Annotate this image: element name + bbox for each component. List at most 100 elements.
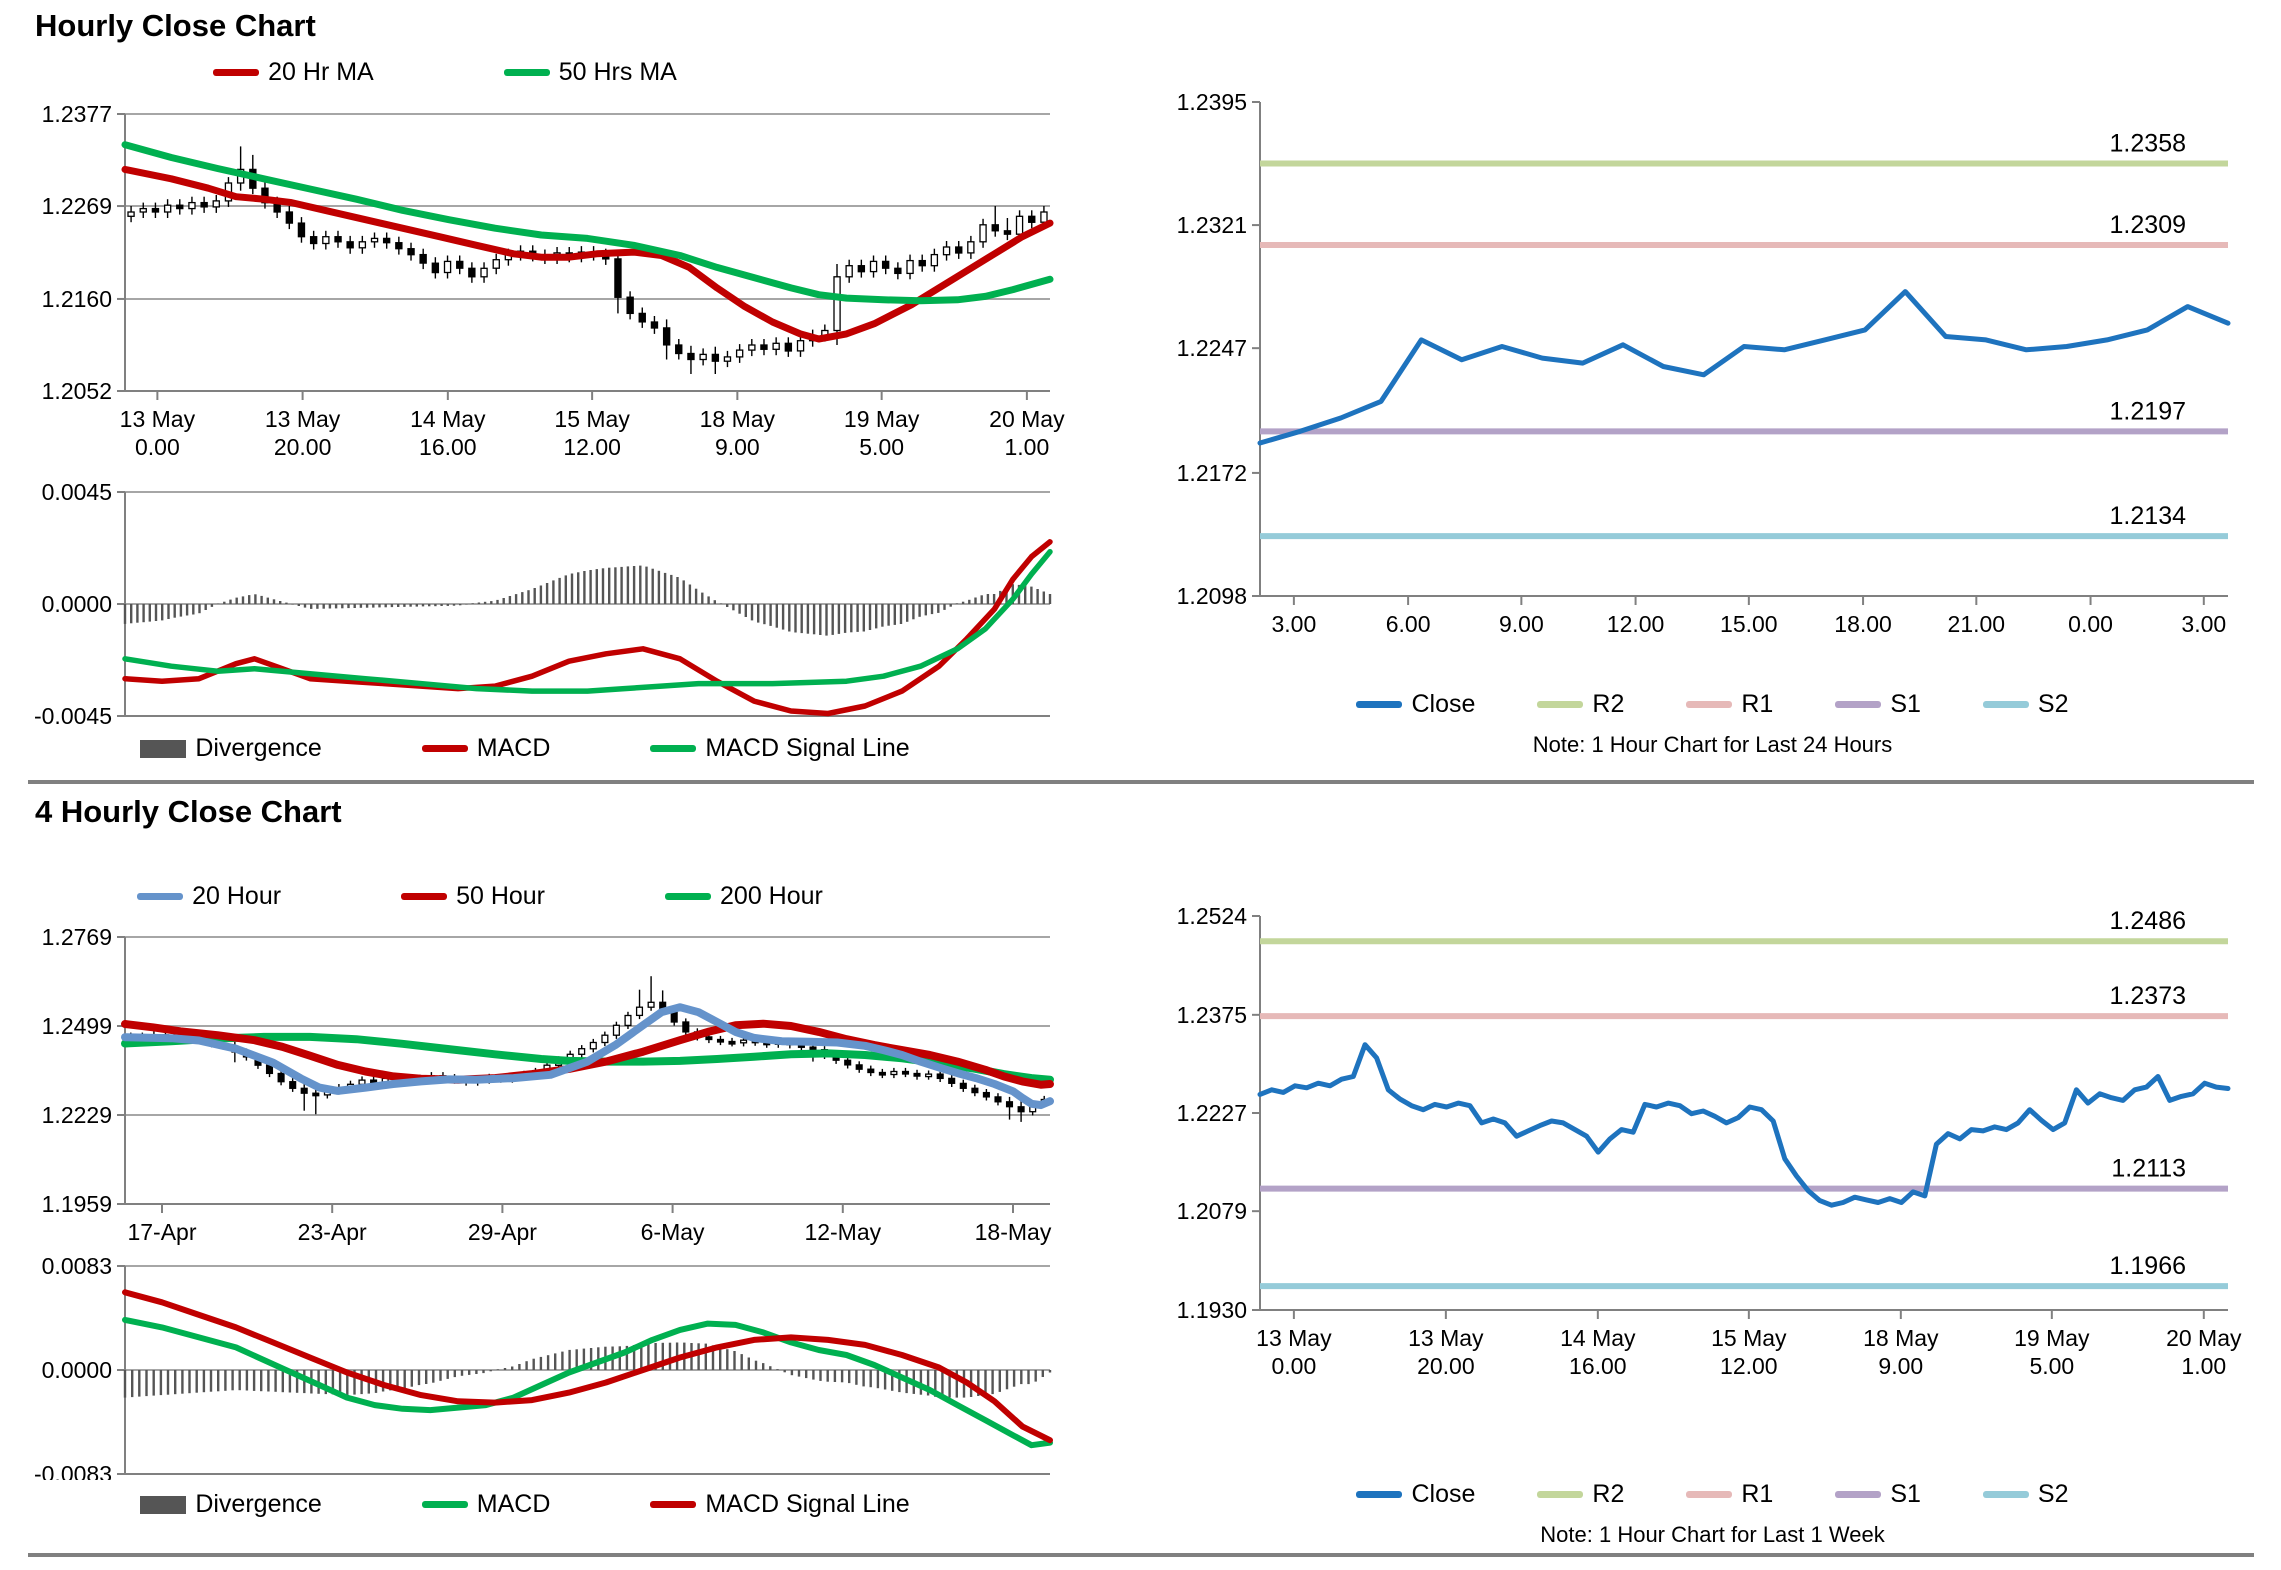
- divergence-histogram: [123, 1342, 1052, 1398]
- bottom-divider: [28, 1553, 2254, 1557]
- x-tick-label: 0.00: [1271, 1353, 1316, 1379]
- series-ma200: [121, 1032, 1054, 1084]
- series-macd: [122, 1316, 1053, 1449]
- four-hourly-macd-legend: Divergence MACD MACD Signal Line: [20, 1490, 1030, 1519]
- legend-label: R1: [1741, 690, 1774, 718]
- signal-swatch-icon: [650, 745, 697, 752]
- series-macd: [122, 539, 1053, 717]
- x-tick-label: 12.00: [1720, 1353, 1778, 1379]
- legend-label: Divergence: [195, 734, 322, 762]
- x-tick-label: 19 May: [844, 406, 920, 432]
- x-tick-label: 21.00: [1948, 611, 2006, 637]
- x-tick-label: 17-Apr: [127, 1219, 196, 1245]
- x-tick-label: 29-Apr: [468, 1219, 537, 1245]
- legend-item-signal: MACD Signal Line: [650, 734, 910, 763]
- s2-swatch-icon: [1982, 701, 2029, 708]
- y-tick-label: 1.2377: [42, 101, 112, 127]
- legend-label: Close: [1411, 690, 1476, 718]
- x-tick-label: 3.00: [2181, 611, 2226, 637]
- level-label-r1: 1.2373: [2110, 982, 2186, 1010]
- x-tick-label: 16.00: [419, 434, 477, 460]
- y-tick-label: 1.2079: [1177, 1198, 1247, 1224]
- series-ma50: [121, 141, 1054, 305]
- series-close: [1257, 1042, 2231, 1208]
- series-close: [1257, 289, 2231, 446]
- legend-label: Close: [1411, 1480, 1476, 1508]
- legend-label: MACD Signal Line: [705, 1490, 910, 1518]
- hourly-macd-chart: 0.0045 0.0000 -0.0045: [34, 479, 1053, 729]
- x-tick-label: 14 May: [1560, 1325, 1636, 1351]
- x-tick-label: 15 May: [1711, 1325, 1787, 1351]
- x-tick-label: 9.00: [715, 434, 760, 460]
- series-signal: [122, 1289, 1053, 1444]
- four-hourly-close-chart: 1.2769 1.2499 1.2229 1.1959 17-Apr 23-Apr 29-A…: [42, 924, 1054, 1245]
- legend-label: Divergence: [195, 1490, 322, 1518]
- level-label-r2: 1.2486: [2110, 907, 2186, 935]
- legend-item-macd: MACD: [421, 1490, 551, 1519]
- x-tick-label: 6-May: [641, 1219, 705, 1245]
- x-tick-label: 20 May: [989, 406, 1065, 432]
- series-ma20: [121, 165, 1054, 343]
- legend-item-ma200: 200 Hour: [665, 882, 823, 911]
- x-tick-label: 9.00: [1878, 1353, 1923, 1379]
- series-signal: [122, 548, 1053, 694]
- legend-item-ma50: 50 Hour: [401, 882, 545, 911]
- legend-label: MACD: [476, 1490, 551, 1518]
- y-tick-label: 0.0045: [42, 479, 112, 505]
- x-tick-label: 19 May: [2014, 1325, 2090, 1351]
- y-tick-label: 1.2052: [42, 378, 112, 404]
- last-1-week-note: Note: 1 Hour Chart for Last 1 Week: [1540, 1522, 1885, 1547]
- x-tick-label: 14 May: [410, 406, 486, 432]
- x-tick-label: 20 May: [2166, 1325, 2242, 1351]
- x-tick-label: 13 May: [1408, 1325, 1484, 1351]
- ma20-swatch-icon: [213, 69, 260, 76]
- divergence-swatch-icon: [140, 739, 187, 758]
- four-hourly-chart-legend: 20 Hour 50 Hour 200 Hour: [20, 882, 940, 911]
- divergence-swatch-icon: [140, 1495, 187, 1514]
- x-tick-label: 12.00: [1607, 611, 1665, 637]
- legend-label: 20 Hr MA: [268, 58, 374, 86]
- r1-swatch-icon: [1686, 701, 1733, 708]
- y-tick-label: 0.0000: [42, 1357, 112, 1383]
- series-ma50: [121, 1019, 1054, 1089]
- legend-item-s1: S1: [1835, 690, 1921, 719]
- y-tick-label: 1.2269: [42, 193, 112, 219]
- divergence-histogram: [123, 565, 1052, 636]
- ma20-swatch-icon: [137, 893, 184, 900]
- legend-item-ma20: 20 Hour: [137, 882, 281, 911]
- x-tick-label: 1.00: [2181, 1353, 2226, 1379]
- legend-item-close: Close: [1356, 1480, 1475, 1509]
- legend-label: S2: [2037, 1480, 2069, 1508]
- x-tick-label: 6.00: [1386, 611, 1431, 637]
- section-divider: [28, 780, 2254, 784]
- y-tick-label: 1.2229: [42, 1102, 112, 1128]
- y-tick-label: 1.2247: [1177, 335, 1247, 361]
- y-tick-label: 1.2769: [42, 924, 112, 950]
- legend-label: S1: [1890, 690, 1921, 718]
- legend-label: 20 Hour: [192, 882, 282, 910]
- y-tick-label: 1.2395: [1177, 89, 1247, 115]
- x-tick-label: 15 May: [554, 406, 630, 432]
- legend-item-macd: MACD: [421, 734, 550, 763]
- legend-item-r1: R1: [1686, 1480, 1773, 1509]
- legend-label: R2: [1592, 1480, 1625, 1508]
- r2-swatch-icon: [1537, 1491, 1584, 1498]
- close-swatch-icon: [1356, 1491, 1403, 1498]
- y-tick-label: 1.2375: [1177, 1002, 1247, 1028]
- x-tick-label: 18 May: [700, 406, 776, 432]
- last-24-hours-chart: 1.2395 1.2321 1.2247 1.2172 1.2098 3.00 6.00 9.…: [1177, 89, 2231, 637]
- s1-swatch-icon: [1835, 701, 1882, 708]
- s1-swatch-icon: [1835, 1491, 1882, 1498]
- x-tick-label: 5.00: [2029, 1353, 2074, 1379]
- x-tick-label: 12-May: [804, 1219, 881, 1245]
- legend-item-r2: R2: [1537, 1480, 1624, 1509]
- y-tick-label: 1.1959: [42, 1191, 112, 1217]
- level-label-s2: 1.1966: [2110, 1252, 2186, 1280]
- x-tick-label: 0.00: [135, 434, 180, 460]
- level-label-r2: 1.2358: [2110, 130, 2186, 158]
- macd-swatch-icon: [421, 745, 468, 752]
- y-tick-label: 1.2098: [1177, 583, 1247, 609]
- level-label-s1: 1.2197: [2110, 397, 2186, 425]
